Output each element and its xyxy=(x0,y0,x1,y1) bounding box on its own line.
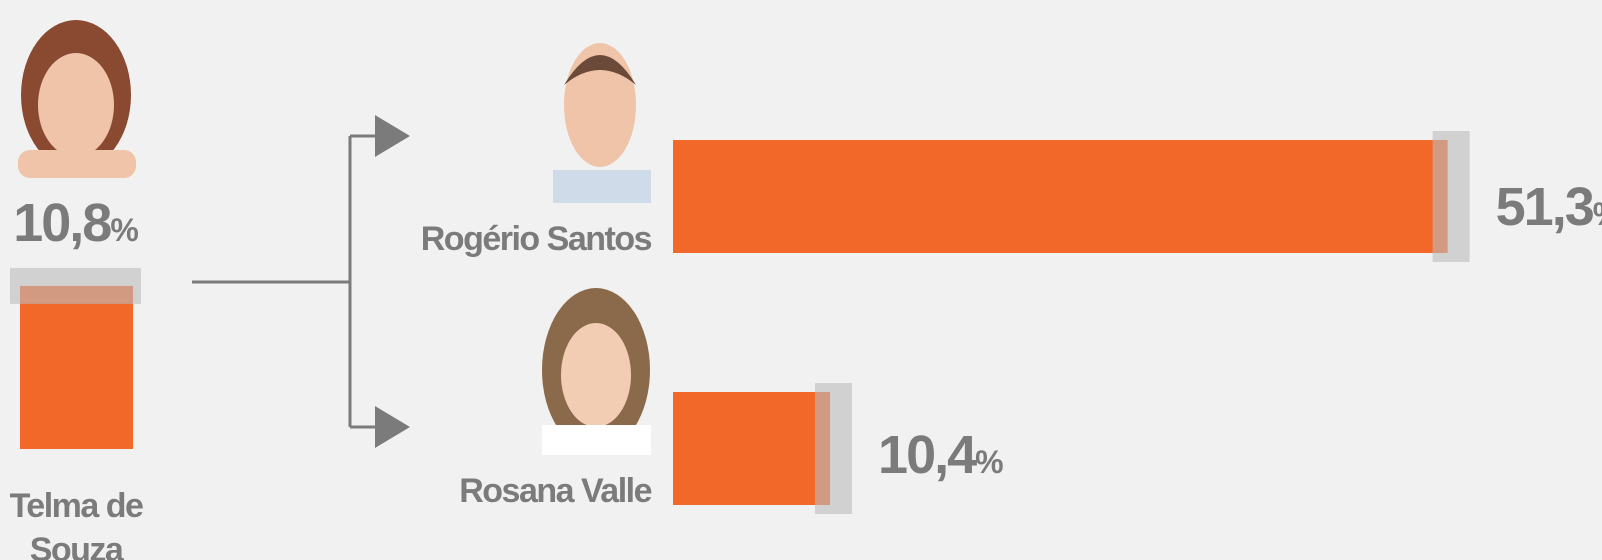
infographic: Telma de Souza 10,8% Rogério Santos 51,3% R… xyxy=(0,0,1602,560)
value-label: 10,8% xyxy=(0,196,152,250)
connector xyxy=(192,136,378,427)
category-label: Rosana Valle xyxy=(459,474,651,508)
portrait xyxy=(553,43,651,203)
bar-highlight xyxy=(1433,131,1470,262)
arrow-heads xyxy=(375,115,410,448)
bar-highlight xyxy=(10,268,141,304)
bar xyxy=(673,140,1448,253)
bar xyxy=(673,392,830,505)
portrait xyxy=(18,20,136,178)
value-label: 10,4% xyxy=(878,428,1004,482)
value-label: 51,3% xyxy=(1496,180,1602,234)
chart xyxy=(0,0,1602,560)
portrait xyxy=(542,288,651,455)
bar xyxy=(20,286,133,449)
category-label: Rogério Santos xyxy=(421,222,651,256)
category-label: Telma de Souza xyxy=(0,484,152,560)
bar-highlight xyxy=(815,383,852,514)
